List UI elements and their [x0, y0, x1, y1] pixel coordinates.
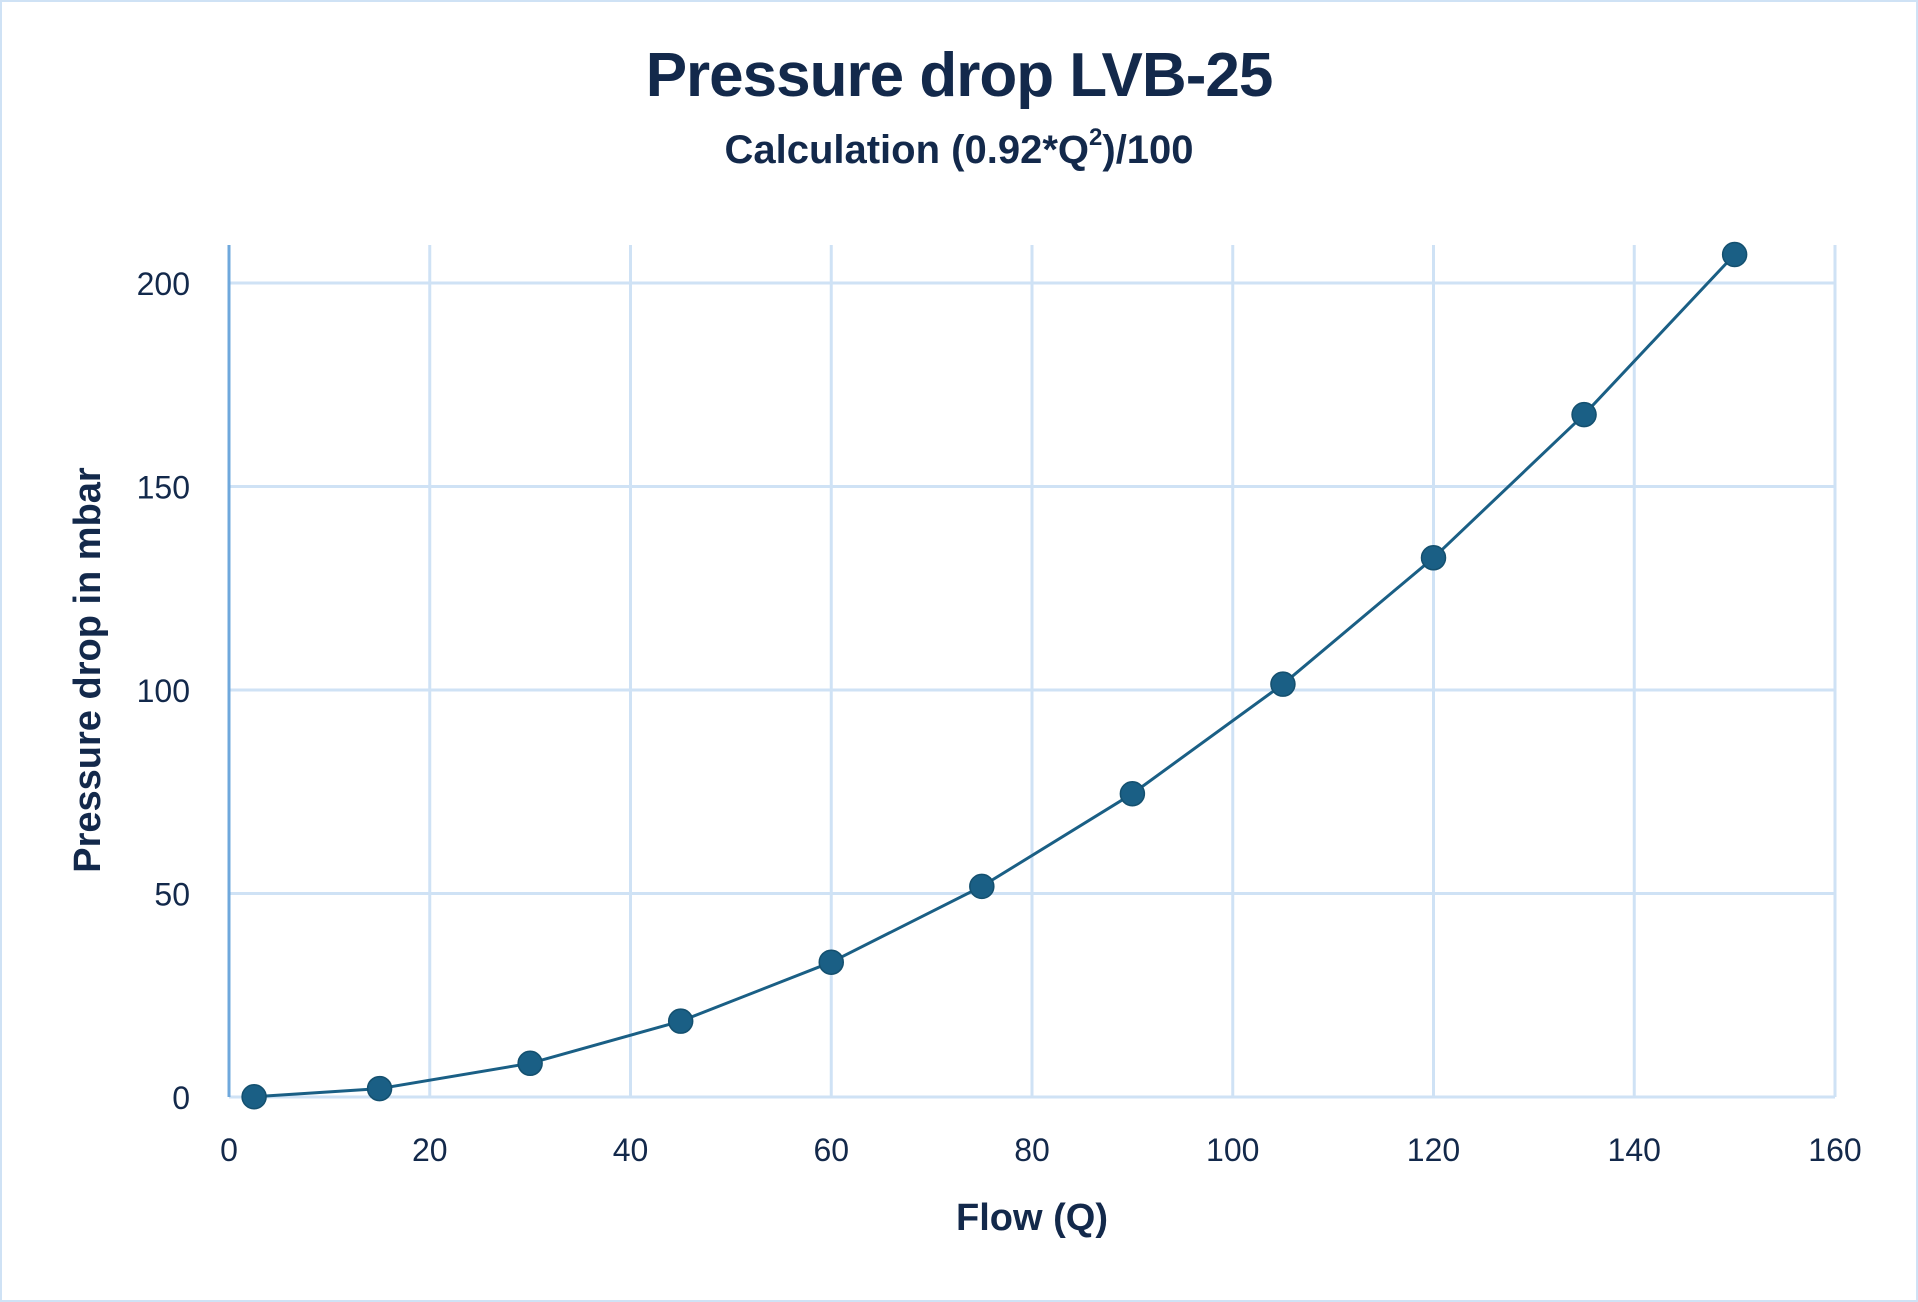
x-tick-label: 80	[1014, 1132, 1050, 1168]
y-axis-title: Pressure drop in mbar	[67, 467, 109, 873]
series-line	[253, 253, 1736, 1099]
data-point	[1571, 401, 1597, 428]
x-tick-label: 140	[1608, 1132, 1661, 1168]
x-axis-title: Flow (Q)	[956, 1197, 1108, 1239]
data-point	[1721, 241, 1748, 268]
subtitle-superscript: 2	[1089, 124, 1103, 151]
tick-labels: 0 20 40 60 80 100 120 140 160 0 50 100 150 200	[137, 266, 1862, 1168]
y-tick-label: 50	[154, 877, 190, 913]
x-tick-label: 120	[1407, 1132, 1460, 1168]
x-tick-label: 40	[613, 1132, 649, 1168]
data-point	[241, 1084, 267, 1110]
x-tick-label: 0	[220, 1132, 238, 1168]
data-point	[1119, 780, 1146, 807]
y-tick-label: 0	[172, 1080, 190, 1116]
data-point	[818, 949, 844, 975]
data-point	[667, 1008, 694, 1034]
x-tick-label: 100	[1206, 1132, 1259, 1168]
subtitle-suffix: )/100	[1102, 128, 1194, 172]
data-point	[517, 1050, 543, 1077]
y-tick-label: 100	[137, 673, 190, 709]
chart-subtitle: Calculation (0.92*Q2)/100	[0, 126, 1918, 173]
chart-title: Pressure drop LVB-25	[645, 41, 1274, 110]
data-point	[366, 1075, 393, 1102]
data-series	[241, 241, 1748, 1110]
y-tick-label: 150	[137, 470, 190, 506]
grid-lines	[229, 245, 1837, 1099]
y-tick-label: 200	[137, 266, 190, 302]
x-tick-label: 60	[813, 1132, 849, 1168]
subtitle-prefix: Calculation (0.92*Q	[724, 128, 1090, 172]
x-tick-label: 160	[1808, 1132, 1861, 1168]
x-tick-label: 20	[412, 1132, 448, 1168]
data-point	[1420, 545, 1447, 571]
data-point	[969, 873, 995, 900]
data-point	[1270, 671, 1296, 697]
